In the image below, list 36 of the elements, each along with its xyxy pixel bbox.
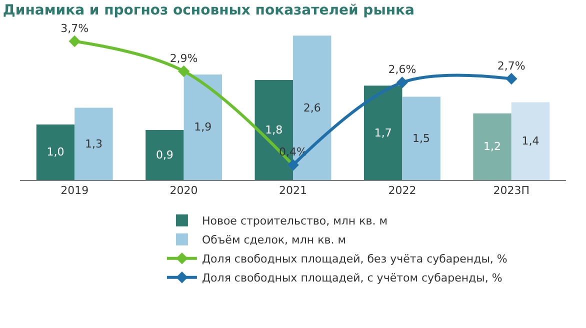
data-label: 1,9 — [194, 120, 212, 134]
point — [506, 72, 518, 85]
legend-label: Новое строительство, млн кв. м — [202, 214, 388, 228]
x-tick-label: 2019 — [60, 184, 89, 198]
chart-title: Динамика и прогноз основных показателей рынка — [2, 2, 414, 19]
point — [396, 76, 408, 88]
bar — [402, 96, 440, 180]
data-label: 2,6% — [388, 63, 416, 76]
data-label: 1,2 — [484, 140, 502, 154]
data-label: 1,5 — [412, 132, 430, 145]
bar — [184, 74, 222, 180]
bar — [74, 108, 113, 180]
point — [178, 65, 190, 78]
x-tick-label: 2020 — [170, 184, 198, 198]
x-tick-label: 2021 — [279, 184, 307, 198]
data-label: 1,8 — [265, 124, 283, 137]
data-label: 0,9 — [156, 148, 174, 162]
data-label: 3,7% — [60, 22, 89, 35]
legend-label: Доля свободных площадей, с учётом субаренды, % — [202, 272, 502, 285]
x-tick-label: 2022 — [388, 184, 416, 198]
bar — [146, 130, 184, 180]
legend-label: Объём сделок, млн кв. м — [202, 234, 346, 247]
data-label: 2,7% — [497, 59, 526, 72]
bar — [36, 124, 75, 180]
bar — [364, 86, 402, 180]
data-label: 2,6 — [303, 101, 321, 114]
x-tick-label: 2023П — [493, 184, 530, 198]
bar — [473, 113, 512, 180]
data-label: 1,4 — [522, 134, 540, 148]
data-label: 2,9% — [170, 52, 198, 65]
bar — [511, 102, 550, 180]
data-label: 1,7 — [374, 126, 392, 140]
point — [68, 35, 80, 48]
legend-label: Доля свободных площадей, без учёта субаренды, % — [202, 252, 508, 266]
data-label: 1,0 — [46, 146, 64, 159]
data-label: 1,3 — [84, 137, 102, 150]
